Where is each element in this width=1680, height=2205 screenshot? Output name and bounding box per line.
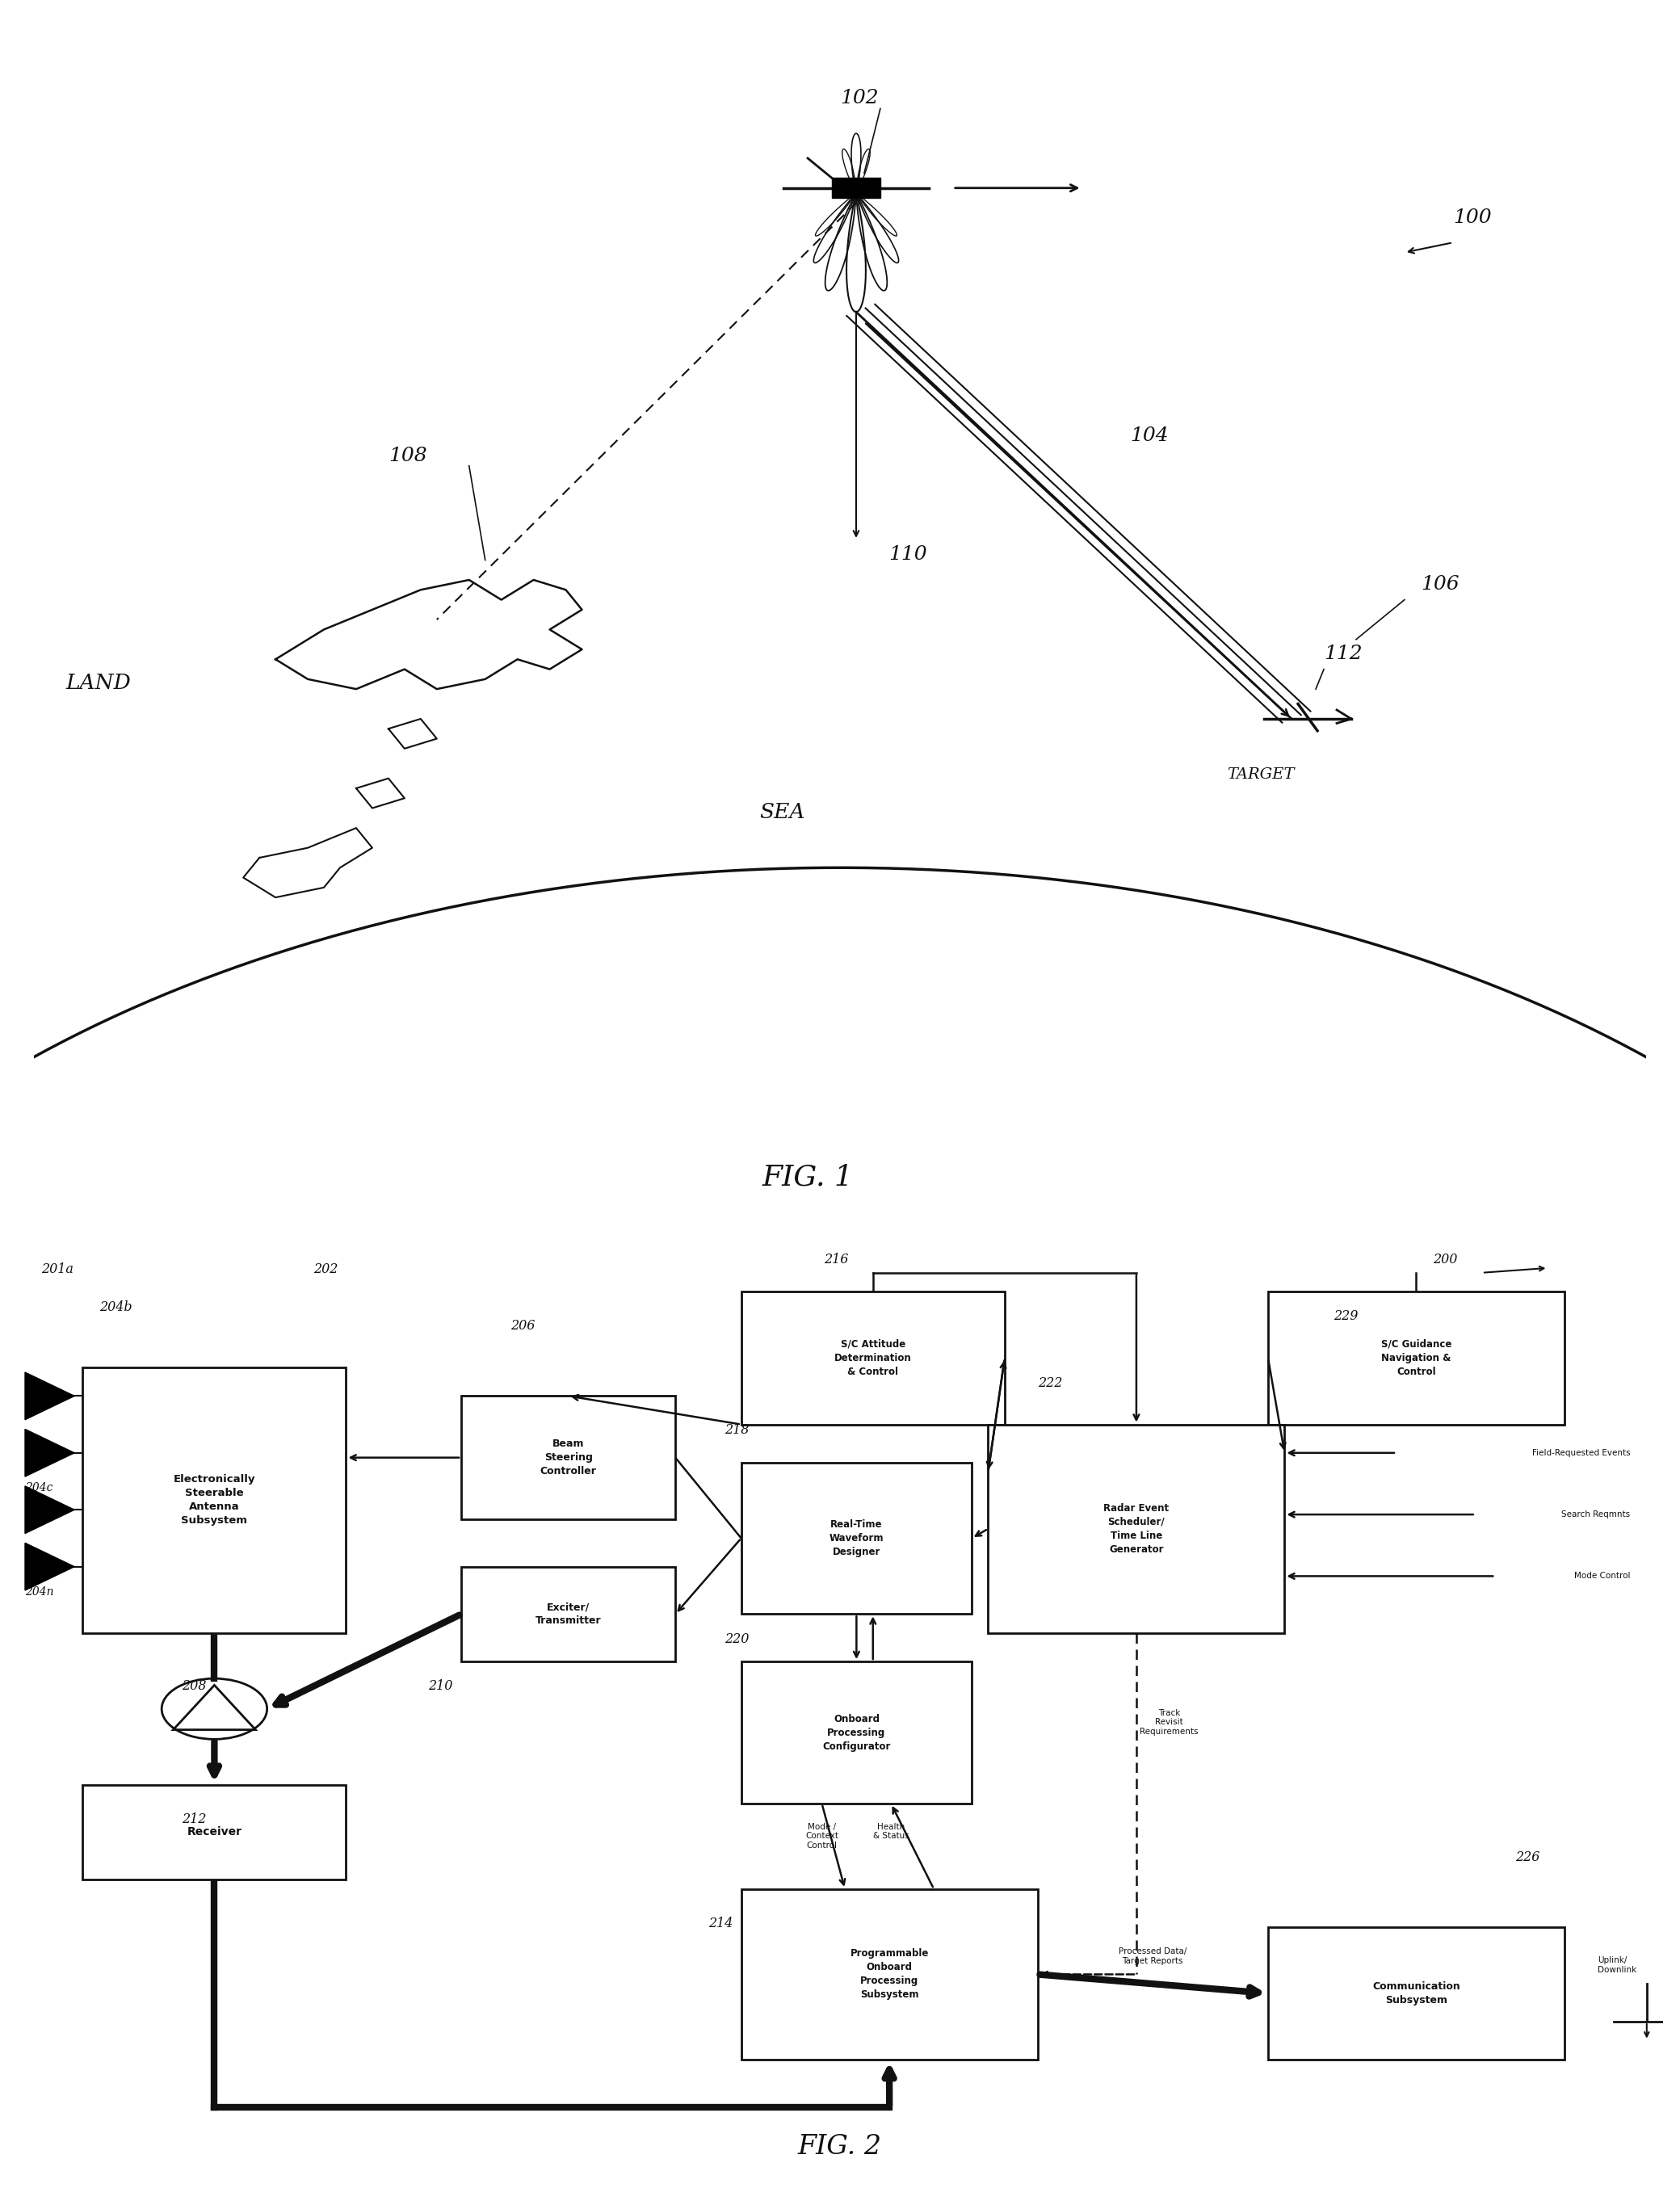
Text: 222: 222 <box>1038 1376 1062 1389</box>
Bar <box>741 1462 971 1614</box>
Bar <box>462 1396 675 1519</box>
Bar <box>82 1784 346 1879</box>
Text: 201a: 201a <box>42 1261 74 1277</box>
Polygon shape <box>25 1543 74 1590</box>
Text: Communication
Subsystem: Communication Subsystem <box>1373 1982 1460 2004</box>
Text: 229: 229 <box>1334 1310 1359 1323</box>
Text: 216: 216 <box>823 1252 848 1266</box>
Bar <box>1268 1927 1564 2059</box>
Text: 212: 212 <box>181 1813 207 1826</box>
Text: FIG. 2: FIG. 2 <box>798 2134 882 2161</box>
Text: 226: 226 <box>1515 1850 1539 1863</box>
Text: SEA: SEA <box>759 803 805 822</box>
Text: 220: 220 <box>724 1632 749 1645</box>
Text: Electronically
Steerable
Antenna
Subsystem: Electronically Steerable Antenna Subsyst… <box>173 1475 255 1526</box>
Text: Beam
Steering
Controller: Beam Steering Controller <box>541 1438 596 1477</box>
Text: 204c: 204c <box>25 1482 52 1493</box>
Polygon shape <box>832 179 880 198</box>
Bar <box>988 1424 1285 1634</box>
Bar <box>1268 1292 1564 1424</box>
Text: Programmable
Onboard
Processing
Subsystem: Programmable Onboard Processing Subsyste… <box>850 1949 929 2000</box>
Text: 100: 100 <box>1453 207 1492 227</box>
Text: 218: 218 <box>724 1424 749 1438</box>
Text: 108: 108 <box>388 445 427 465</box>
Text: Onboard
Processing
Configurator: Onboard Processing Configurator <box>823 1713 890 1751</box>
Text: Mode Control: Mode Control <box>1574 1572 1630 1581</box>
Text: Uplink/
Downlink: Uplink/ Downlink <box>1598 1956 1636 1973</box>
Text: 200: 200 <box>1433 1252 1457 1266</box>
Text: Track
Revisit
Requirements: Track Revisit Requirements <box>1141 1709 1198 1735</box>
Text: 202: 202 <box>312 1261 338 1277</box>
Text: FIG. 1: FIG. 1 <box>763 1164 853 1191</box>
Polygon shape <box>25 1372 74 1420</box>
Text: 106: 106 <box>1421 576 1458 593</box>
Text: Processed Data/
Target Reports: Processed Data/ Target Reports <box>1119 1947 1186 1965</box>
Bar <box>741 1890 1038 2059</box>
Bar <box>741 1292 1005 1424</box>
Text: S/C Attitude
Determination
& Control: S/C Attitude Determination & Control <box>835 1338 912 1378</box>
Text: TARGET: TARGET <box>1226 767 1295 781</box>
Text: S/C Guidance
Navigation &
Control: S/C Guidance Navigation & Control <box>1381 1338 1452 1378</box>
Text: 206: 206 <box>511 1319 536 1332</box>
Text: Search Reqmnts: Search Reqmnts <box>1561 1510 1630 1519</box>
Text: 204b: 204b <box>99 1301 133 1314</box>
Text: 204n: 204n <box>25 1585 54 1596</box>
Text: 104: 104 <box>1131 426 1169 445</box>
Text: Radar Event
Scheduler/
Time Line
Generator: Radar Event Scheduler/ Time Line Generat… <box>1104 1504 1169 1555</box>
Text: 102: 102 <box>840 88 879 108</box>
Bar <box>741 1663 971 1804</box>
Text: Real-Time
Waveform
Designer: Real-Time Waveform Designer <box>830 1519 884 1557</box>
Polygon shape <box>25 1486 74 1532</box>
Text: 210: 210 <box>428 1680 454 1693</box>
Text: 112: 112 <box>1324 644 1362 664</box>
Text: 214: 214 <box>709 1916 732 1929</box>
Text: 208: 208 <box>181 1680 207 1693</box>
Text: Receiver: Receiver <box>186 1826 242 1837</box>
Bar <box>82 1367 346 1634</box>
Bar <box>462 1566 675 1663</box>
Text: Mode /
Context
Control: Mode / Context Control <box>805 1824 838 1850</box>
Text: 110: 110 <box>889 545 927 564</box>
Text: LAND: LAND <box>66 673 131 692</box>
Text: Health
& Status: Health & Status <box>874 1824 909 1841</box>
Polygon shape <box>25 1429 74 1477</box>
Text: Exciter/
Transmitter: Exciter/ Transmitter <box>536 1603 601 1625</box>
Text: Field-Requested Events: Field-Requested Events <box>1532 1449 1630 1458</box>
